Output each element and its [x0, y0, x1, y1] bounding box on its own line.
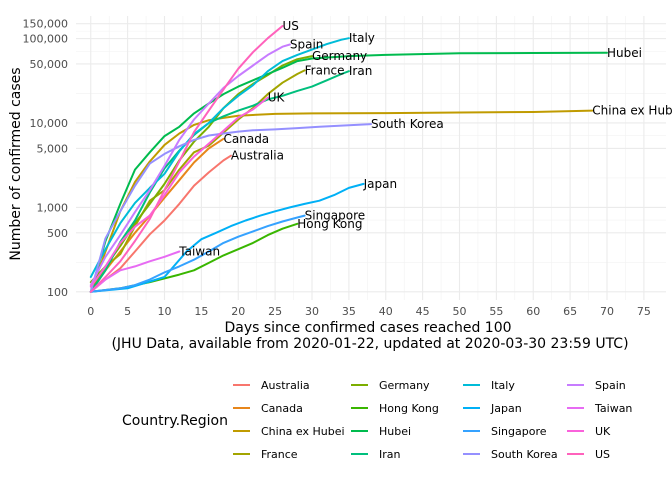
end-label-china-ex-hubei: China ex Hubei: [592, 104, 672, 118]
x-tick-label: 70: [600, 305, 614, 318]
x-tick-label: 20: [231, 305, 245, 318]
x-tick-label: 10: [158, 305, 172, 318]
x-tick-label: 60: [526, 305, 540, 318]
series-line-taiwan: [89, 250, 181, 293]
end-label-hong-kong: Hong Kong: [297, 217, 362, 231]
x-tick-label: 30: [305, 305, 319, 318]
legend-label-canada: Canada: [261, 402, 303, 415]
legend-label-spain: Spain: [595, 379, 626, 392]
x-tick-label: 55: [489, 305, 503, 318]
x-tick-label: 35: [342, 305, 356, 318]
x-tick-label: 5: [124, 305, 131, 318]
end-label-us: US: [283, 19, 299, 33]
x-tick-label: 15: [194, 305, 208, 318]
series-line-italy: [89, 37, 350, 278]
series-line-iran: [89, 70, 350, 293]
legend-label-taiwan: Taiwan: [594, 402, 632, 415]
legend-label-japan: Japan: [490, 402, 522, 415]
x-tick-label: 40: [379, 305, 393, 318]
axis-ticks: 0 5 10 15 20 25 30 35 40 45 50 55 60 65 70 75 100 500 1,00…: [23, 18, 651, 318]
end-label-spain: Spain: [290, 38, 324, 52]
series-line-china-ex-hubei: [89, 109, 594, 293]
end-labels: Australia Canada China ex Hubei FranceGerma…: [178, 19, 672, 259]
x-axis-title: Days since confirmed cases reached 100: [224, 320, 511, 336]
series-lines: [89, 25, 608, 293]
series-line-hubei: [89, 51, 608, 293]
legend-label-hubei: Hubei: [379, 425, 411, 438]
legend-label-italy: Italy: [491, 379, 515, 392]
end-label-singapore: Singapore: [305, 209, 366, 223]
series-line-us: [89, 25, 284, 293]
legend-label-us: US: [595, 448, 610, 461]
y-tick-label: 100,000: [23, 33, 69, 46]
y-tick-label: 50,000: [30, 58, 69, 71]
legend-label-china-ex-hubei: China ex Hubei: [261, 425, 345, 438]
end-label-uk: UK: [268, 91, 286, 105]
end-label-iran: Iran: [349, 64, 372, 78]
legend-label-iran: Iran: [379, 448, 401, 461]
end-label-australia: Australia: [231, 149, 284, 163]
legend-title: Country.Region: [122, 413, 228, 429]
end-label-hubei: Hubei: [607, 46, 642, 60]
x-tick-label: 0: [87, 305, 94, 318]
x-tick-label: 65: [563, 305, 577, 318]
y-axis-title: Number of confirmed cases: [8, 67, 24, 260]
end-label-germany: Germany: [312, 49, 367, 63]
legend-label-germany: Germany: [379, 379, 430, 392]
end-label-taiwan: Taiwan: [178, 245, 220, 259]
y-tick-label: 150,000: [23, 18, 69, 31]
y-tick-label: 10,000: [30, 117, 69, 130]
end-label-italy: Italy: [349, 31, 375, 45]
x-tick-label: 50: [453, 305, 467, 318]
end-label-france: France: [305, 63, 345, 77]
legend-label-uk: UK: [595, 425, 611, 438]
y-tick-label: 1,000: [37, 201, 69, 214]
x-tick-label: 75: [637, 305, 651, 318]
end-label-canada: Canada: [224, 132, 270, 146]
series-line-canada: [89, 137, 225, 293]
legend: Australia Canada China ex Hubei France Germa…: [233, 379, 632, 461]
chart-subtitle: (JHU Data, available from 2020-01-22, up…: [111, 336, 628, 352]
legend-label-singapore: Singapore: [491, 425, 547, 438]
y-tick-label: 100: [47, 286, 68, 299]
legend-label-hong-kong: Hong Kong: [379, 402, 439, 415]
legend-label-france: France: [261, 448, 298, 461]
end-label-japan: Japan: [363, 177, 397, 191]
series-line-uk: [89, 96, 269, 288]
series-line-south-korea: [89, 123, 372, 293]
series-line-singapore: [89, 214, 306, 293]
y-tick-label: 500: [47, 227, 68, 240]
legend-label-south-korea: South Korea: [491, 448, 558, 461]
x-tick-label: 45: [416, 305, 430, 318]
series-line-australia: [89, 154, 232, 293]
series-line-spain: [89, 43, 291, 287]
legend-label-australia: Australia: [261, 379, 310, 392]
y-tick-label: 5,000: [37, 142, 69, 155]
x-tick-label: 25: [268, 305, 282, 318]
series-line-japan: [89, 182, 365, 293]
end-label-south-korea: South Korea: [371, 117, 444, 131]
